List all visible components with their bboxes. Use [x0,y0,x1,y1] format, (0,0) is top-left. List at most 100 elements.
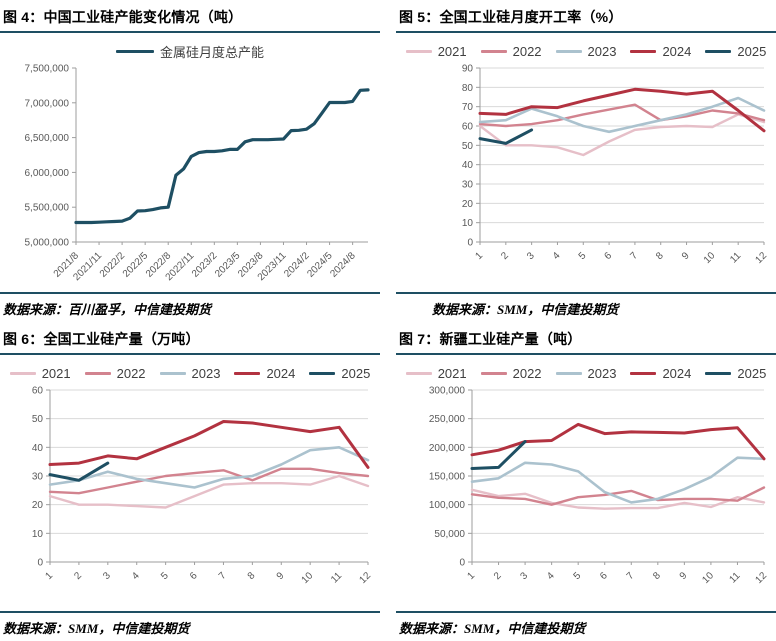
legend-line-swatch [115,49,154,53]
svg-text:300,000: 300,000 [429,386,466,397]
svg-text:7: 7 [625,570,637,582]
svg-text:250,000: 250,000 [429,414,466,425]
legend-line-swatch [405,371,432,375]
figure-7-legend: 2021 2022 2023 2024 2025 [396,364,776,382]
svg-text:80: 80 [462,83,474,94]
svg-text:9: 9 [678,570,690,582]
svg-text:9: 9 [275,570,287,582]
legend-line-swatch [555,49,582,53]
svg-text:5: 5 [159,570,171,582]
figure-4-legend: 金属硅月度总产能 [0,42,380,60]
svg-text:60: 60 [32,386,44,397]
svg-text:6: 6 [188,570,200,582]
svg-text:8: 8 [651,570,663,582]
svg-text:10: 10 [462,218,474,229]
svg-text:7: 7 [217,570,229,582]
svg-text:3: 3 [519,570,531,582]
svg-text:30: 30 [462,180,474,191]
svg-text:50: 50 [32,414,44,425]
legend-line-swatch [309,371,336,375]
svg-text:4: 4 [551,250,563,262]
svg-text:12: 12 [753,250,769,266]
legend-label: 2025 [737,43,767,59]
legend-label: 2024 [662,43,692,59]
svg-text:11: 11 [728,250,743,265]
svg-text:70: 70 [462,102,474,113]
legend-line-swatch [480,49,507,53]
figure-7-title: 图 7：新疆工业硅产量（吨） [399,331,582,347]
figure-6-source: 数据来源：SMM，中信建投期货 [3,621,190,636]
figure-7-source-rule [396,611,776,613]
svg-text:3: 3 [525,250,537,262]
figure-5-title-rule [396,31,776,33]
legend-item-2024: 2024 [234,366,295,381]
legend-label: 2023 [191,365,221,381]
figure-5-legend: 2021 2022 2023 2024 2025 [396,42,776,60]
svg-text:50: 50 [462,141,474,152]
figure-6-legend: 2021 2022 2023 2024 2025 [0,364,380,382]
legend-label: 2021 [437,365,467,381]
svg-text:5: 5 [572,570,584,582]
svg-text:0: 0 [37,558,43,569]
legend-line-swatch [705,49,732,53]
svg-text:2: 2 [72,570,84,582]
legend-item-2025: 2025 [705,366,766,381]
figure-6-title: 图 6：全国工业硅产量（万吨） [3,331,200,347]
legend-label: 2024 [266,365,296,381]
legend-label: 2025 [737,365,767,381]
figure-4-chart: 5,000,000 5,500,000 6,000,000 6,500,000 7,00… [25,64,370,283]
figure-4-source-rule [0,292,380,294]
legend-line-swatch [555,371,582,375]
svg-text:7,000,000: 7,000,000 [25,98,70,109]
svg-text:6: 6 [598,570,610,582]
legend-item-2025: 2025 [705,44,766,59]
legend-label: 2025 [341,365,371,381]
svg-text:1: 1 [43,570,55,582]
legend-item-2023: 2023 [159,365,221,381]
svg-text:100,000: 100,000 [429,500,466,511]
figure-5-source-rule [396,292,776,294]
svg-text:40: 40 [32,443,44,454]
figure-6-title-rule [0,353,380,355]
legend-line-swatch [84,371,111,375]
svg-text:4: 4 [130,570,142,582]
svg-text:20: 20 [32,500,44,511]
svg-text:60: 60 [462,122,474,133]
figure-5-source: 数据来源：SMM，中信建投期货 [432,302,619,317]
legend-line-swatch [234,371,261,375]
legend-item-2024: 2024 [630,366,691,381]
svg-text:40: 40 [462,160,474,171]
svg-text:7,500,000: 7,500,000 [25,64,70,75]
figure-6-source-rule [0,611,380,613]
legend-item-2021: 2021 [9,365,71,381]
svg-text:5,000,000: 5,000,000 [25,238,70,249]
legend-item-金属硅月度总产能: 金属硅月度总产能 [115,42,264,61]
legend-line-swatch [159,371,186,375]
legend-item-2023: 2023 [555,365,617,381]
legend-item-2023: 2023 [555,44,616,59]
legend-line-swatch [405,49,432,53]
svg-text:2: 2 [499,250,511,262]
figure-5-panel: 图 5：全国工业硅月度开工率（%） 2021 2022 2023 2024 2025 0… [396,0,776,322]
svg-text:1: 1 [473,250,485,262]
legend-line-swatch [480,371,507,375]
figure-4-title: 图 4：中国工业硅产能变化情况（吨） [3,9,243,25]
figure-4-panel: 图 4：中国工业硅产能变化情况（吨） 金属硅月度总产能 5,000,000 5,5… [0,0,380,322]
legend-label: 2023 [587,365,617,381]
legend-label: 2022 [116,365,146,381]
svg-text:11: 11 [727,570,742,585]
legend-item-2025: 2025 [309,366,370,381]
svg-text:1: 1 [465,570,477,582]
legend-item-2021: 2021 [405,44,467,59]
svg-text:3: 3 [101,570,113,582]
legend-line-swatch [630,371,657,375]
legend-line-swatch [9,371,36,375]
svg-text:10: 10 [32,529,44,540]
svg-text:2024/8: 2024/8 [328,250,358,280]
svg-text:9: 9 [680,250,692,262]
legend-label: 2021 [41,365,71,381]
legend-item-2022: 2022 [480,366,542,381]
svg-text:10: 10 [300,570,316,586]
